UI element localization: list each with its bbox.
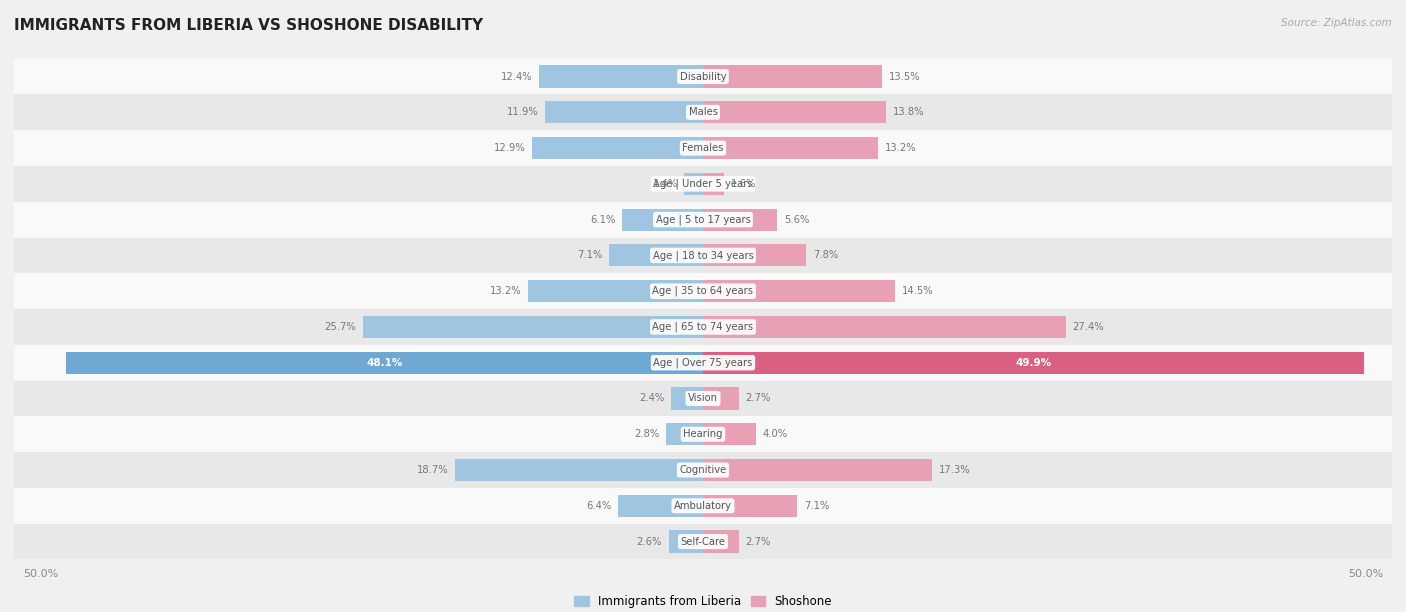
- Bar: [14, 416, 1392, 452]
- Text: Age | 18 to 34 years: Age | 18 to 34 years: [652, 250, 754, 261]
- Text: 18.7%: 18.7%: [418, 465, 449, 475]
- Text: Males: Males: [689, 107, 717, 118]
- Bar: [703, 137, 877, 159]
- Text: 13.5%: 13.5%: [889, 72, 920, 81]
- Bar: [703, 173, 724, 195]
- Bar: [619, 494, 703, 517]
- Bar: [529, 280, 703, 302]
- Text: 49.9%: 49.9%: [1015, 358, 1052, 368]
- Bar: [609, 244, 703, 266]
- Text: Vision: Vision: [688, 394, 718, 403]
- Text: 7.8%: 7.8%: [813, 250, 838, 260]
- Bar: [669, 531, 703, 553]
- Text: 12.4%: 12.4%: [501, 72, 531, 81]
- Text: 7.1%: 7.1%: [576, 250, 602, 260]
- Text: 5.6%: 5.6%: [783, 215, 810, 225]
- Text: 14.5%: 14.5%: [901, 286, 934, 296]
- Bar: [14, 166, 1392, 202]
- Bar: [531, 137, 703, 159]
- Bar: [14, 274, 1392, 309]
- Bar: [703, 65, 882, 88]
- Text: 7.1%: 7.1%: [804, 501, 830, 511]
- Text: Self-Care: Self-Care: [681, 537, 725, 547]
- Bar: [703, 244, 807, 266]
- Bar: [703, 209, 778, 231]
- Bar: [456, 459, 703, 481]
- Bar: [666, 423, 703, 446]
- Bar: [703, 280, 896, 302]
- Bar: [671, 387, 703, 409]
- Text: 4.0%: 4.0%: [762, 429, 787, 439]
- Text: 2.8%: 2.8%: [634, 429, 659, 439]
- Bar: [703, 101, 886, 124]
- Bar: [363, 316, 703, 338]
- Bar: [546, 101, 703, 124]
- Text: 1.4%: 1.4%: [652, 179, 678, 189]
- Bar: [703, 387, 738, 409]
- Text: IMMIGRANTS FROM LIBERIA VS SHOSHONE DISABILITY: IMMIGRANTS FROM LIBERIA VS SHOSHONE DISA…: [14, 18, 484, 34]
- Bar: [703, 423, 756, 446]
- Bar: [14, 309, 1392, 345]
- Text: Hearing: Hearing: [683, 429, 723, 439]
- Bar: [685, 173, 703, 195]
- Text: 2.7%: 2.7%: [745, 537, 770, 547]
- Text: 12.9%: 12.9%: [494, 143, 526, 153]
- Text: Disability: Disability: [679, 72, 727, 81]
- Text: Age | Over 75 years: Age | Over 75 years: [654, 357, 752, 368]
- Bar: [14, 488, 1392, 524]
- Text: 6.4%: 6.4%: [586, 501, 612, 511]
- Legend: Immigrants from Liberia, Shoshone: Immigrants from Liberia, Shoshone: [575, 595, 831, 608]
- Bar: [703, 531, 738, 553]
- Text: 2.6%: 2.6%: [637, 537, 662, 547]
- Bar: [14, 130, 1392, 166]
- Text: Ambulatory: Ambulatory: [673, 501, 733, 511]
- Text: 17.3%: 17.3%: [939, 465, 970, 475]
- Bar: [538, 65, 703, 88]
- Text: 6.1%: 6.1%: [591, 215, 616, 225]
- Text: 2.4%: 2.4%: [640, 394, 665, 403]
- Bar: [14, 452, 1392, 488]
- Text: 13.2%: 13.2%: [884, 143, 917, 153]
- Text: Age | 5 to 17 years: Age | 5 to 17 years: [655, 214, 751, 225]
- Text: Age | 35 to 64 years: Age | 35 to 64 years: [652, 286, 754, 296]
- Bar: [703, 352, 1364, 374]
- Text: Females: Females: [682, 143, 724, 153]
- Bar: [14, 59, 1392, 94]
- Bar: [14, 524, 1392, 559]
- Bar: [14, 345, 1392, 381]
- Bar: [14, 202, 1392, 237]
- Bar: [14, 94, 1392, 130]
- Text: Source: ZipAtlas.com: Source: ZipAtlas.com: [1281, 18, 1392, 28]
- Bar: [703, 494, 797, 517]
- Text: 13.8%: 13.8%: [893, 107, 924, 118]
- Text: Age | Under 5 years: Age | Under 5 years: [654, 179, 752, 189]
- Text: 1.6%: 1.6%: [731, 179, 756, 189]
- Text: 13.2%: 13.2%: [489, 286, 522, 296]
- Bar: [14, 381, 1392, 416]
- Text: 11.9%: 11.9%: [508, 107, 538, 118]
- Bar: [14, 237, 1392, 274]
- Text: Age | 65 to 74 years: Age | 65 to 74 years: [652, 322, 754, 332]
- Text: 25.7%: 25.7%: [325, 322, 356, 332]
- Bar: [623, 209, 703, 231]
- Text: Cognitive: Cognitive: [679, 465, 727, 475]
- Bar: [703, 459, 932, 481]
- Bar: [703, 316, 1066, 338]
- Text: 48.1%: 48.1%: [366, 358, 402, 368]
- Text: 2.7%: 2.7%: [745, 394, 770, 403]
- Text: 27.4%: 27.4%: [1073, 322, 1104, 332]
- Bar: [66, 352, 703, 374]
